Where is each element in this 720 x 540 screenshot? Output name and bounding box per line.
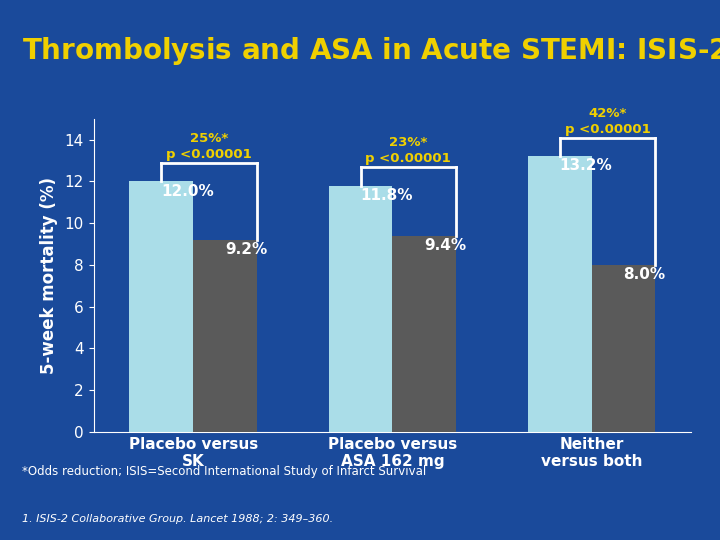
Text: 1. ISIS-2 Collaborative Group. Lancet 1988; 2: 349–360.: 1. ISIS-2 Collaborative Group. Lancet 19… — [22, 514, 333, 524]
Text: 12.0%: 12.0% — [161, 184, 214, 199]
Text: 11.8%: 11.8% — [361, 188, 413, 202]
Y-axis label: 5-week mortality (%): 5-week mortality (%) — [40, 177, 58, 374]
Text: 25%*
p <0.00001: 25%* p <0.00001 — [166, 132, 252, 160]
Text: 9.4%: 9.4% — [424, 238, 467, 253]
Text: 13.2%: 13.2% — [559, 158, 613, 173]
Text: *Odds reduction; ISIS=Second International Study of Infarct Survival: *Odds reduction; ISIS=Second Internation… — [22, 465, 426, 478]
Bar — [328, 186, 392, 432]
Bar — [528, 157, 592, 432]
Bar — [592, 265, 655, 432]
Text: 23%*
p <0.00001: 23%* p <0.00001 — [366, 136, 451, 165]
Text: Thrombolysis and ASA in Acute STEMI: ISIS-2$^1$: Thrombolysis and ASA in Acute STEMI: ISI… — [22, 32, 720, 68]
Bar — [392, 236, 456, 432]
Text: 42%*
p <0.00001: 42%* p <0.00001 — [564, 106, 650, 136]
Text: 8.0%: 8.0% — [624, 267, 665, 282]
Bar — [193, 240, 257, 432]
Text: 9.2%: 9.2% — [225, 242, 267, 257]
Bar — [130, 181, 193, 432]
